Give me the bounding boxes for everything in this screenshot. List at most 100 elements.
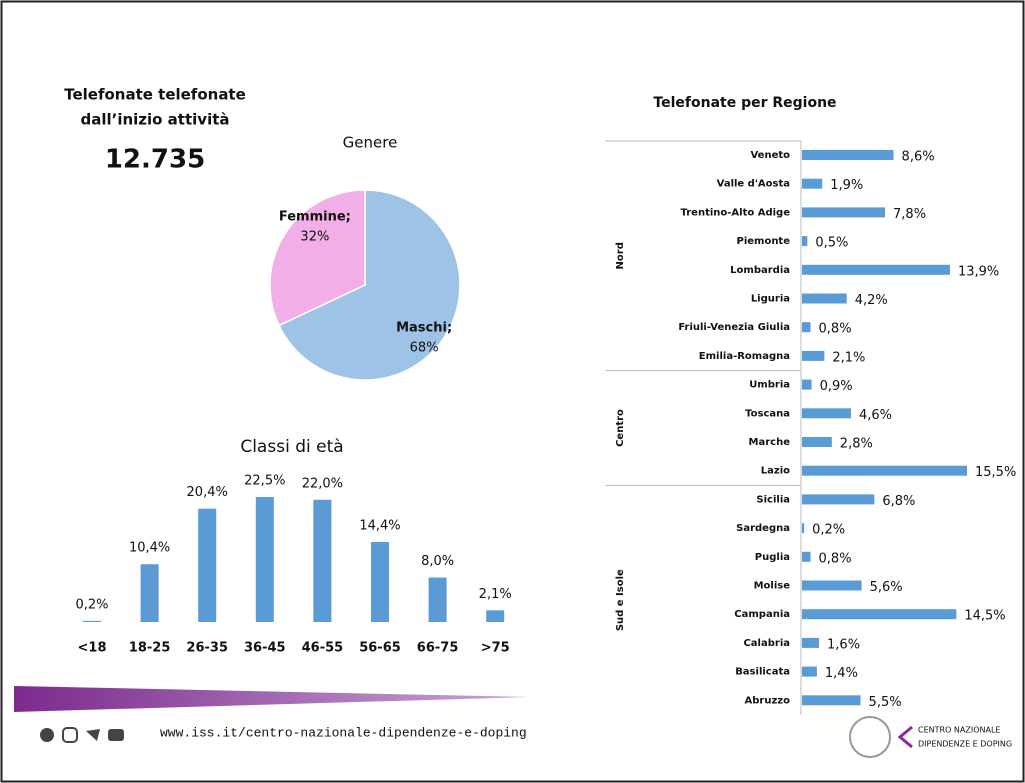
value-label: 0,2% [75,597,108,612]
value-label: 0,5% [815,236,848,251]
bar [802,150,894,160]
value-label: 4,6% [859,408,892,423]
logo [849,716,913,758]
value-label: 22,0% [302,476,343,491]
value-label: 15,5% [975,465,1016,480]
bar [313,499,332,622]
category-label: Umbria [749,380,790,391]
value-label: 2,1% [479,587,512,602]
x-tick-label: 46-55 [302,641,344,656]
category-label: Sicilia [756,494,790,505]
value-label: 0,2% [812,523,845,538]
value-label: 5,6% [870,580,903,595]
logo-text: DIPENDENZE E DOPING [918,740,1012,749]
category-label: Basilicata [735,667,790,678]
value-label: 8,6% [902,150,935,165]
bar [802,580,862,591]
x-tick-label: 18-25 [129,641,171,656]
bar [802,551,811,562]
bar [198,508,217,622]
value-label: 0,9% [820,379,853,394]
category-label: Lombardia [730,265,790,276]
header-line: dall’inizio attività [80,111,229,129]
bar [802,695,861,706]
bar [802,350,825,361]
category-label: Marche [749,437,791,448]
category-label: Piemonte [736,236,790,247]
category-label: Molise [754,581,791,592]
url: www.iss.it/centro-nazionale-dipendenze-e… [160,725,527,740]
group-label: Sud e Isole [615,569,626,631]
total: 12.735 [105,145,205,175]
category-label: Lazio [761,466,790,477]
chart-title: Genere [343,134,398,152]
value-label: 0,8% [819,322,852,337]
value-label: 4,2% [855,293,888,308]
bar [802,609,957,620]
category-label: Campania [734,609,790,620]
value-label: 2,1% [832,350,865,365]
pie-slice [269,189,366,327]
value-label: 6,8% [882,494,915,509]
bar [802,494,875,505]
x-tick-label: 66-75 [417,641,459,656]
group-label: Centro [615,409,626,447]
bar [802,523,805,534]
value-label: 13,9% [958,264,999,279]
bar [486,610,505,622]
value-label: 20,4% [187,485,228,500]
value-label: 10,4% [129,541,170,556]
value-label: 1,4% [825,666,858,681]
x-tick-label: 56-65 [359,641,401,656]
category-label: Emilia-Romagna [699,351,790,362]
value-label: 14,5% [964,609,1005,624]
header-line: Telefonate telefonate [64,86,246,104]
bar [802,637,820,648]
category-label: Calabria [743,638,790,649]
bar [802,236,808,247]
pie-value-label: 32% [300,230,329,245]
pie-slice [278,189,461,381]
bar [802,408,851,419]
bar [802,379,812,390]
category-label: Veneto [750,150,790,161]
footer-strip [14,686,530,712]
bar [802,465,967,476]
category-label: Friuli-Venezia Giulia [678,322,790,333]
bar [371,542,389,622]
value-label: 0,8% [819,551,852,566]
bar [802,437,832,447]
value-label: 1,9% [830,178,863,193]
bar [802,293,847,304]
logo-text: CENTRO NAZIONALE [918,726,1000,735]
x-tick-label: 26-35 [186,641,228,656]
category-label: Trentino-Alto Adige [681,207,791,218]
category-label: Valle d'Aosta [717,179,790,190]
value-label: 7,8% [893,207,926,222]
chart-title: Classi di età [240,437,343,457]
x-tick-label: >75 [481,641,510,656]
pie-value-label: 68% [410,340,439,355]
category-label: Puglia [755,552,790,563]
pie-label: Maschi; [396,320,452,335]
category-label: Liguria [751,294,790,305]
bar [83,620,101,622]
social-icons [40,727,124,743]
value-label: 8,0% [421,554,454,569]
category-label: Abruzzo [745,695,791,706]
category-label: Toscana [745,408,790,419]
bar [802,666,817,677]
bar [428,577,447,622]
value-label: 14,4% [359,519,400,534]
value-label: 2,8% [840,437,873,452]
value-label: 1,6% [827,637,860,652]
bar [802,264,950,275]
value-label: 5,5% [869,695,902,710]
bar [255,497,274,622]
bar [802,207,886,218]
x-tick-label: 36-45 [244,641,286,656]
chart-title: Telefonate per Regione [653,95,836,111]
